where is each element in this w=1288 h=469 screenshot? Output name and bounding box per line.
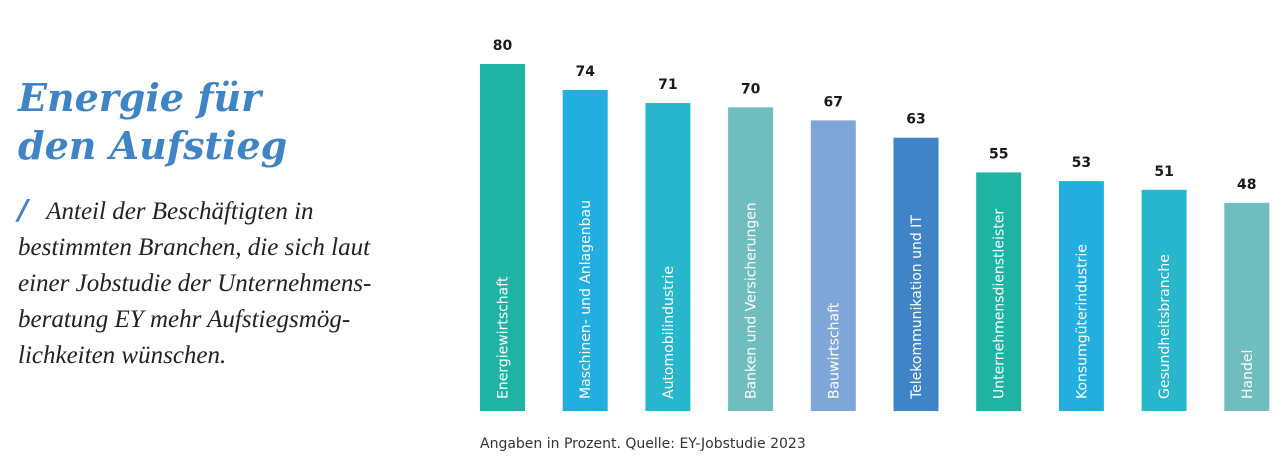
title-line-1: Energie für: [18, 75, 262, 120]
category-label-3: Automobilindustrie: [661, 266, 677, 399]
value-label-4: 70: [741, 81, 761, 97]
page-title: Energie für den Aufstieg: [18, 74, 448, 170]
bar-5: [810, 120, 856, 411]
value-label-2: 74: [575, 64, 595, 80]
description-line-3: einer Jobstudie der Unternehmens-: [18, 270, 372, 297]
bar-6: [893, 137, 939, 412]
chart-description: / Anteil der Beschäftigten in bestimmten …: [18, 192, 448, 374]
category-label-8: Konsumgüterindustrie: [1074, 244, 1090, 399]
value-label-9: 51: [1154, 164, 1173, 180]
category-label-7: Unternehmensdienstleister: [992, 209, 1008, 399]
category-label-2: Maschinen- und Anlagenbau: [578, 200, 594, 399]
category-label-6: Telekommunikation und IT: [909, 215, 925, 400]
description-line-5: lichkeiten wünschen.: [18, 342, 227, 369]
value-label-6: 63: [906, 112, 925, 128]
text-panel: Energie für den Aufstieg / Anteil der Bes…: [18, 74, 448, 374]
category-label-4: Banken und Versicherungen: [744, 202, 760, 399]
value-label-5: 67: [824, 94, 843, 110]
category-label-9: Gesundheitsbranche: [1157, 254, 1173, 399]
category-label-1: Energiewirtschaft: [496, 276, 512, 399]
value-label-8: 53: [1072, 155, 1091, 171]
description-line-1: / Anteil der Beschäftigten in: [18, 192, 448, 230]
value-label-10: 48: [1237, 177, 1256, 193]
category-label-5: Bauwirtschaft: [826, 302, 842, 399]
bar-3: [645, 103, 691, 411]
value-label-7: 55: [989, 146, 1008, 162]
bar-9: [1141, 189, 1187, 411]
description-line-1-text: Anteil der Beschäftigten in: [46, 198, 314, 225]
source-note: Angaben in Prozent. Quelle: EY-Jobstudie…: [480, 436, 806, 452]
slash-marker: /: [18, 193, 29, 226]
bar-4: [728, 107, 774, 411]
bar-2: [562, 90, 608, 412]
category-label-10: Handel: [1240, 350, 1256, 399]
bar-1: [480, 64, 525, 411]
title-line-2: den Aufstieg: [18, 123, 288, 168]
description-line-2: bestimmten Branchen, die sich laut: [18, 234, 371, 261]
value-label-3: 71: [658, 77, 677, 93]
bar-7: [976, 172, 1022, 411]
description-line-4: beratung EY mehr Aufstiegsmög-: [18, 306, 351, 333]
bar-8: [1058, 181, 1104, 411]
value-label-1: 80: [493, 38, 513, 54]
bar-10: [1224, 202, 1270, 411]
